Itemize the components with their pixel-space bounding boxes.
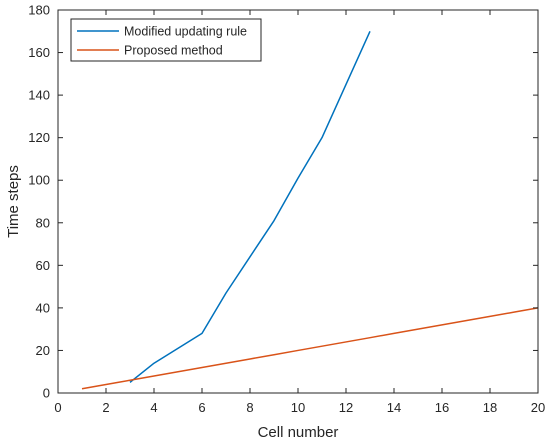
x-tick-label: 6 (198, 400, 205, 415)
series-line-proposed-method (81, 307, 539, 390)
x-axis-ticks: 0 2 4 6 8 10 12 14 16 18 20 (54, 10, 545, 415)
x-tick-label: 0 (54, 400, 61, 415)
y-tick-label: 20 (36, 343, 50, 358)
y-tick-label: 100 (28, 173, 50, 188)
series-line-modified-updating-rule (129, 30, 371, 383)
legend: Modified updating rule Proposed method (70, 18, 262, 62)
x-tick-label: 16 (435, 400, 449, 415)
y-tick-label: 40 (36, 300, 50, 315)
x-tick-label: 4 (150, 400, 157, 415)
x-axis-label: Cell number (258, 424, 339, 441)
x-tick-label: 10 (291, 400, 305, 415)
y-tick-label: 120 (28, 130, 50, 145)
x-tick-label: 18 (483, 400, 497, 415)
y-tick-label: 180 (28, 3, 50, 18)
x-tick-label: 12 (339, 400, 353, 415)
y-axis-ticks: 0 20 40 60 80 100 120 140 160 180 (28, 3, 538, 401)
x-tick-label: 14 (387, 400, 401, 415)
x-tick-label: 8 (246, 400, 253, 415)
y-tick-label: 160 (28, 45, 50, 60)
legend-box (70, 18, 262, 62)
y-axis-label: Time steps (5, 165, 22, 238)
x-tick-label: 2 (102, 400, 109, 415)
y-tick-label: 80 (36, 215, 50, 230)
x-tick-label: 20 (531, 400, 545, 415)
y-tick-label: 60 (36, 258, 50, 273)
legend-label-proposed-method: Proposed method (124, 44, 223, 58)
y-tick-label: 140 (28, 88, 50, 103)
y-tick-label: 0 (43, 386, 50, 401)
series-layer (81, 30, 539, 390)
legend-label-modified-updating-rule: Modified updating rule (124, 25, 247, 39)
